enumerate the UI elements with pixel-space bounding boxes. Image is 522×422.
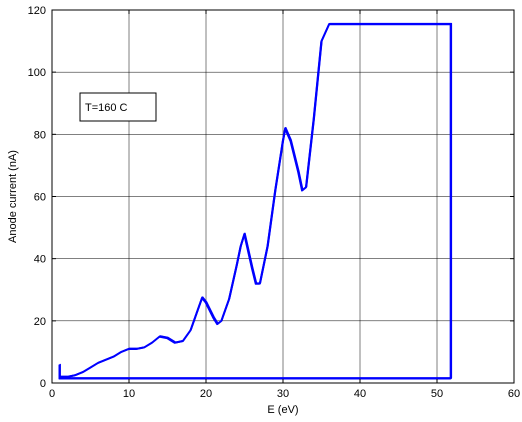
x-tick-label: 60 [508,388,520,400]
x-tick-label: 0 [49,388,55,400]
y-tick-label: 0 [40,378,46,390]
annotation-text: T=160 C [85,102,128,114]
y-tick-labels: 0 20 40 60 80 100 120 [28,5,46,390]
y-axis-label: Anode current (nA) [7,150,19,243]
y-tick-label: 120 [28,5,46,17]
x-axis-label: E (eV) [267,404,298,416]
y-tick-label: 60 [34,192,46,204]
x-tick-labels: 0 10 20 30 40 50 60 [49,388,520,400]
series-line-overlay [58,24,451,380]
x-tick-label: 30 [277,388,289,400]
y-tick-label: 20 [34,316,46,328]
y-tick-label: 100 [28,67,46,79]
y-tick-label: 80 [34,129,46,141]
y-tick-label: 40 [34,254,46,266]
x-tick-label: 10 [123,388,135,400]
tick-marks [51,9,515,384]
grid [52,10,514,383]
series-line-overlay [59,22,453,379]
x-tick-label: 50 [431,388,443,400]
x-tick-label: 40 [354,388,366,400]
series-layer [58,22,453,380]
annotation-box: T=160 C [79,92,157,122]
x-tick-label: 20 [200,388,212,400]
